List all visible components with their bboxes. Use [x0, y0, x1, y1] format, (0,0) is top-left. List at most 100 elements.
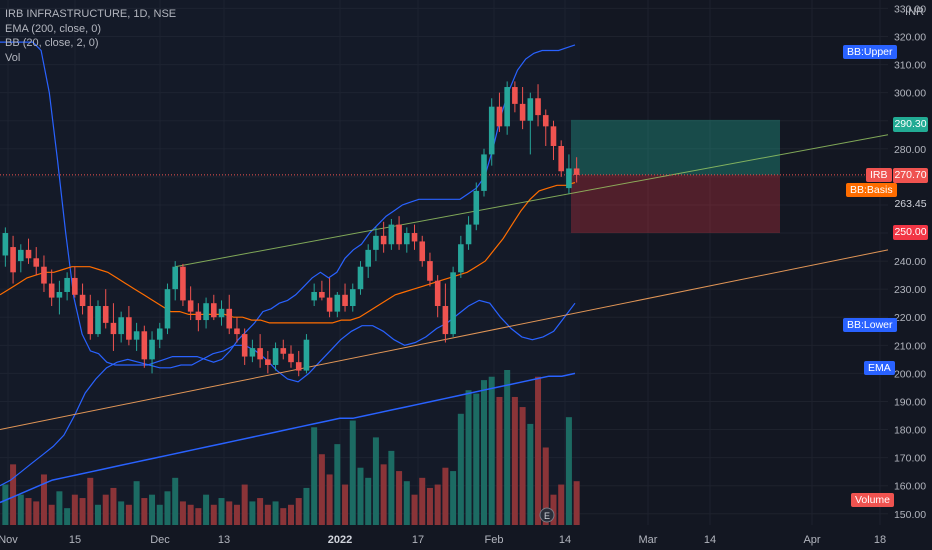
volume-bar: [357, 467, 364, 525]
volume-bar: [465, 390, 472, 525]
volume-bar: [118, 501, 125, 525]
irb-tag: IRB: [866, 168, 892, 182]
target-price-label: 290.30: [893, 117, 928, 132]
currency-label[interactable]: INR: [905, 6, 924, 18]
bb-upper-line: [0, 41, 576, 366]
y-tick-label: 180.00: [894, 425, 926, 437]
volume-bar: [450, 471, 457, 525]
candle-body: [149, 339, 155, 360]
bb-lower-line: [0, 299, 576, 487]
volume-bar: [149, 494, 156, 525]
volume-bar: [527, 423, 534, 525]
candle-body: [512, 87, 518, 104]
candle-body: [334, 294, 341, 312]
candle-body: [164, 289, 171, 329]
x-tick-label: Dec: [150, 534, 170, 546]
x-tick-label: Mar: [639, 534, 658, 546]
volume-tag: Volume: [851, 493, 895, 507]
ema-tag: EMA: [864, 361, 895, 375]
x-tick-label: 2022: [328, 534, 352, 546]
candle-body: [218, 308, 225, 318]
candle-body: [342, 294, 348, 307]
bb-legend[interactable]: BB (20, close, 2, 0): [5, 37, 99, 49]
x-tick-label: 18: [874, 534, 886, 546]
volume-bar: [125, 504, 132, 525]
candle-body: [550, 126, 557, 146]
volume-bar: [272, 501, 279, 525]
candle-body: [126, 317, 132, 340]
volume-bar: [573, 481, 580, 525]
candle-body: [272, 348, 279, 365]
y-tick-label: 210.00: [894, 340, 926, 352]
candle-body: [566, 168, 572, 189]
stop-price-label: 250.00: [893, 225, 928, 240]
volume-bar: [303, 487, 310, 525]
x-tick-label: Apr: [803, 534, 820, 546]
candle-body: [373, 235, 379, 250]
volume-bar: [295, 498, 302, 525]
volume-bar: [434, 484, 441, 525]
volume-bar: [365, 477, 372, 525]
y-tick-label: 240.00: [894, 256, 926, 268]
volume-bar: [542, 447, 549, 525]
candle-body: [2, 233, 9, 256]
volume-bar: [71, 494, 78, 525]
candle-body: [249, 348, 256, 357]
x-tick-label: Nov: [0, 534, 18, 546]
y-tick-label: 190.00: [894, 396, 926, 408]
trend-line-green: [174, 134, 889, 268]
candle-body: [195, 311, 202, 321]
volume-bar: [565, 417, 572, 525]
vol-legend[interactable]: Vol: [5, 51, 21, 64]
ema-line: [0, 372, 576, 504]
volume-bar: [226, 501, 233, 525]
symbol-title[interactable]: IRB INFRASTRUCTURE, 1D, NSE: [5, 8, 177, 20]
candle-body: [41, 266, 47, 284]
candle-body: [288, 353, 294, 363]
volume-bar: [488, 376, 495, 525]
candle-body: [102, 306, 109, 323]
loss-zone: [571, 174, 780, 234]
volume-bar: [257, 498, 264, 525]
candle-body: [388, 224, 395, 245]
candle-body: [481, 154, 487, 191]
candle-body: [33, 258, 40, 267]
candle-body: [187, 300, 194, 312]
candle-body: [404, 233, 410, 245]
candle-body: [542, 115, 549, 127]
volume-bar: [558, 484, 565, 525]
volume-bar: [442, 467, 449, 525]
indicator-legend: IRB INFRASTRUCTURE, 1D, NSE EMA (200, cl…: [5, 7, 176, 65]
volume-bar: [110, 487, 117, 525]
candle-body: [118, 317, 124, 335]
volume-bar: [481, 380, 487, 525]
candle-body: [295, 362, 302, 371]
volume-bar: [519, 407, 526, 525]
candle-body: [110, 322, 117, 335]
volume-bar: [288, 504, 294, 525]
volume-bar: [241, 484, 248, 525]
volume-bar: [64, 508, 71, 525]
ema-legend[interactable]: EMA (200, close, 0): [5, 22, 101, 35]
candle-body: [25, 249, 32, 259]
volume-bar: [33, 501, 40, 525]
volume-bar: [426, 487, 433, 525]
y-tick-label: 200.00: [894, 368, 926, 380]
volume-bar: [342, 484, 349, 525]
volume-bar: [48, 504, 55, 525]
volume-bar: [334, 444, 341, 525]
volume-bar: [95, 504, 101, 525]
volume-bar: [210, 504, 217, 525]
profit-zone: [571, 119, 780, 175]
candle-body: [180, 266, 186, 301]
candle-body: [257, 348, 263, 360]
x-tick-label: 14: [704, 534, 716, 546]
candle-body: [56, 291, 63, 298]
candle-body: [211, 303, 217, 318]
earnings-marker-label: E: [544, 511, 550, 521]
y-tick-label: 150.00: [894, 509, 926, 521]
bb-basis-tag: BB:Basis: [846, 183, 897, 197]
candle-body: [450, 272, 456, 335]
x-tick-label: 13: [218, 534, 230, 546]
